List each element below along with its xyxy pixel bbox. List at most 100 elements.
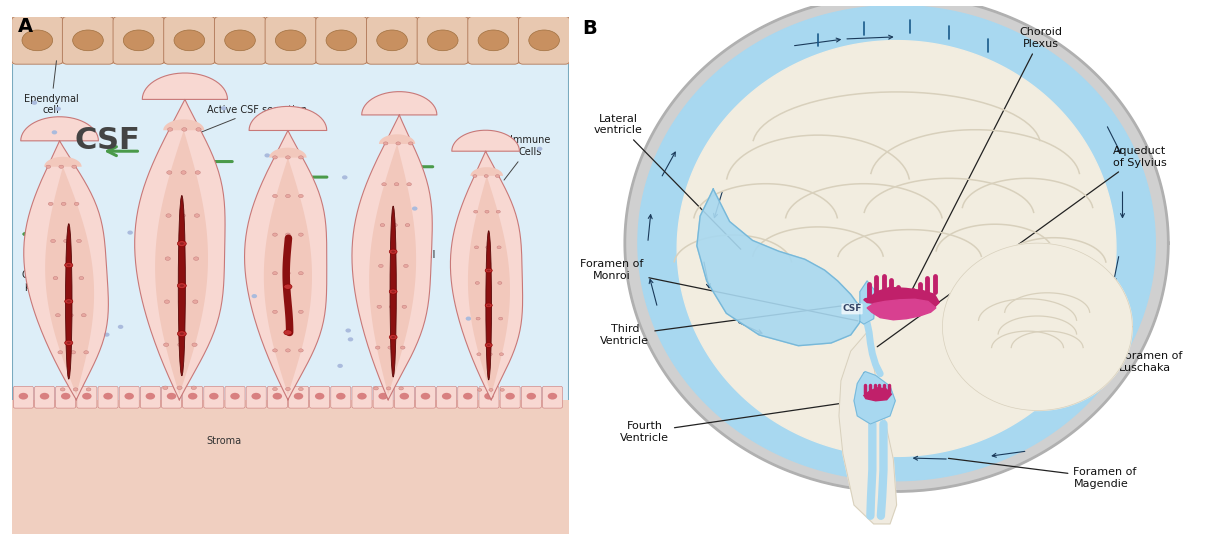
Polygon shape xyxy=(838,332,896,524)
Ellipse shape xyxy=(389,289,397,294)
Polygon shape xyxy=(245,106,327,400)
Ellipse shape xyxy=(299,310,304,314)
Ellipse shape xyxy=(72,165,77,169)
FancyBboxPatch shape xyxy=(437,386,457,408)
FancyBboxPatch shape xyxy=(542,386,563,408)
Ellipse shape xyxy=(32,101,37,105)
FancyBboxPatch shape xyxy=(373,386,393,408)
Ellipse shape xyxy=(195,171,201,174)
Ellipse shape xyxy=(273,156,278,159)
Ellipse shape xyxy=(104,333,110,337)
Ellipse shape xyxy=(486,282,491,284)
Ellipse shape xyxy=(51,130,58,134)
Ellipse shape xyxy=(176,273,182,277)
Ellipse shape xyxy=(251,393,261,399)
FancyBboxPatch shape xyxy=(12,400,569,534)
Ellipse shape xyxy=(273,233,278,236)
Ellipse shape xyxy=(168,128,173,131)
FancyBboxPatch shape xyxy=(55,386,76,408)
Ellipse shape xyxy=(405,224,410,226)
FancyBboxPatch shape xyxy=(479,386,499,408)
Ellipse shape xyxy=(165,257,170,261)
Ellipse shape xyxy=(67,300,71,302)
Ellipse shape xyxy=(529,30,559,51)
Ellipse shape xyxy=(378,264,383,267)
Ellipse shape xyxy=(69,314,73,317)
Ellipse shape xyxy=(179,196,185,376)
Polygon shape xyxy=(864,388,891,401)
Polygon shape xyxy=(854,371,895,424)
Ellipse shape xyxy=(392,290,395,293)
Ellipse shape xyxy=(164,343,169,347)
Ellipse shape xyxy=(389,249,397,254)
Ellipse shape xyxy=(40,393,49,399)
Text: Foramen of
Monroi: Foramen of Monroi xyxy=(580,260,858,321)
FancyBboxPatch shape xyxy=(164,17,215,64)
Ellipse shape xyxy=(174,30,204,51)
Text: A: A xyxy=(18,17,33,35)
Ellipse shape xyxy=(125,393,133,399)
Text: Ependymal
cell: Ependymal cell xyxy=(23,61,78,115)
FancyBboxPatch shape xyxy=(417,17,469,64)
Text: B: B xyxy=(583,19,597,38)
Ellipse shape xyxy=(486,246,490,249)
Ellipse shape xyxy=(275,30,306,51)
Ellipse shape xyxy=(284,330,293,335)
Polygon shape xyxy=(264,148,312,395)
Ellipse shape xyxy=(60,388,65,391)
Polygon shape xyxy=(677,41,1116,456)
Ellipse shape xyxy=(181,171,186,174)
Ellipse shape xyxy=(376,346,379,349)
Ellipse shape xyxy=(166,171,171,174)
Ellipse shape xyxy=(299,233,304,236)
Text: Lateral
ventricle: Lateral ventricle xyxy=(594,114,741,249)
Ellipse shape xyxy=(400,346,405,349)
Ellipse shape xyxy=(166,214,171,217)
Text: Choroid
plexus
epithelial
layer: Choroid plexus epithelial layer xyxy=(371,215,436,272)
Polygon shape xyxy=(638,6,1155,480)
Polygon shape xyxy=(21,117,109,400)
Ellipse shape xyxy=(71,351,76,354)
Polygon shape xyxy=(942,243,1132,410)
Ellipse shape xyxy=(404,264,409,267)
Ellipse shape xyxy=(388,346,393,349)
FancyBboxPatch shape xyxy=(12,17,569,64)
Ellipse shape xyxy=(401,305,406,309)
Ellipse shape xyxy=(75,202,80,206)
Ellipse shape xyxy=(357,393,367,399)
Text: Immune
Cells: Immune Cells xyxy=(504,135,551,180)
Ellipse shape xyxy=(392,251,395,253)
Ellipse shape xyxy=(177,343,182,347)
Ellipse shape xyxy=(412,207,417,210)
Ellipse shape xyxy=(472,175,477,177)
Ellipse shape xyxy=(65,299,73,304)
Ellipse shape xyxy=(66,224,72,379)
Ellipse shape xyxy=(406,183,411,186)
Ellipse shape xyxy=(285,233,290,236)
FancyBboxPatch shape xyxy=(98,386,118,408)
Ellipse shape xyxy=(498,282,502,284)
Ellipse shape xyxy=(196,128,201,131)
FancyBboxPatch shape xyxy=(310,386,329,408)
Ellipse shape xyxy=(86,388,91,391)
Ellipse shape xyxy=(66,277,71,280)
Ellipse shape xyxy=(273,195,278,198)
Polygon shape xyxy=(860,281,875,324)
Ellipse shape xyxy=(80,277,83,280)
Ellipse shape xyxy=(285,272,290,275)
Ellipse shape xyxy=(177,386,182,390)
FancyBboxPatch shape xyxy=(246,386,266,408)
Ellipse shape xyxy=(177,331,186,337)
Polygon shape xyxy=(696,189,860,345)
Ellipse shape xyxy=(338,364,343,368)
Ellipse shape xyxy=(399,387,404,390)
Ellipse shape xyxy=(82,393,92,399)
Ellipse shape xyxy=(390,206,397,377)
Ellipse shape xyxy=(409,142,412,145)
Ellipse shape xyxy=(479,30,509,51)
Ellipse shape xyxy=(373,387,378,390)
Ellipse shape xyxy=(389,334,397,339)
Polygon shape xyxy=(135,73,228,400)
Ellipse shape xyxy=(103,393,113,399)
Ellipse shape xyxy=(383,142,388,145)
